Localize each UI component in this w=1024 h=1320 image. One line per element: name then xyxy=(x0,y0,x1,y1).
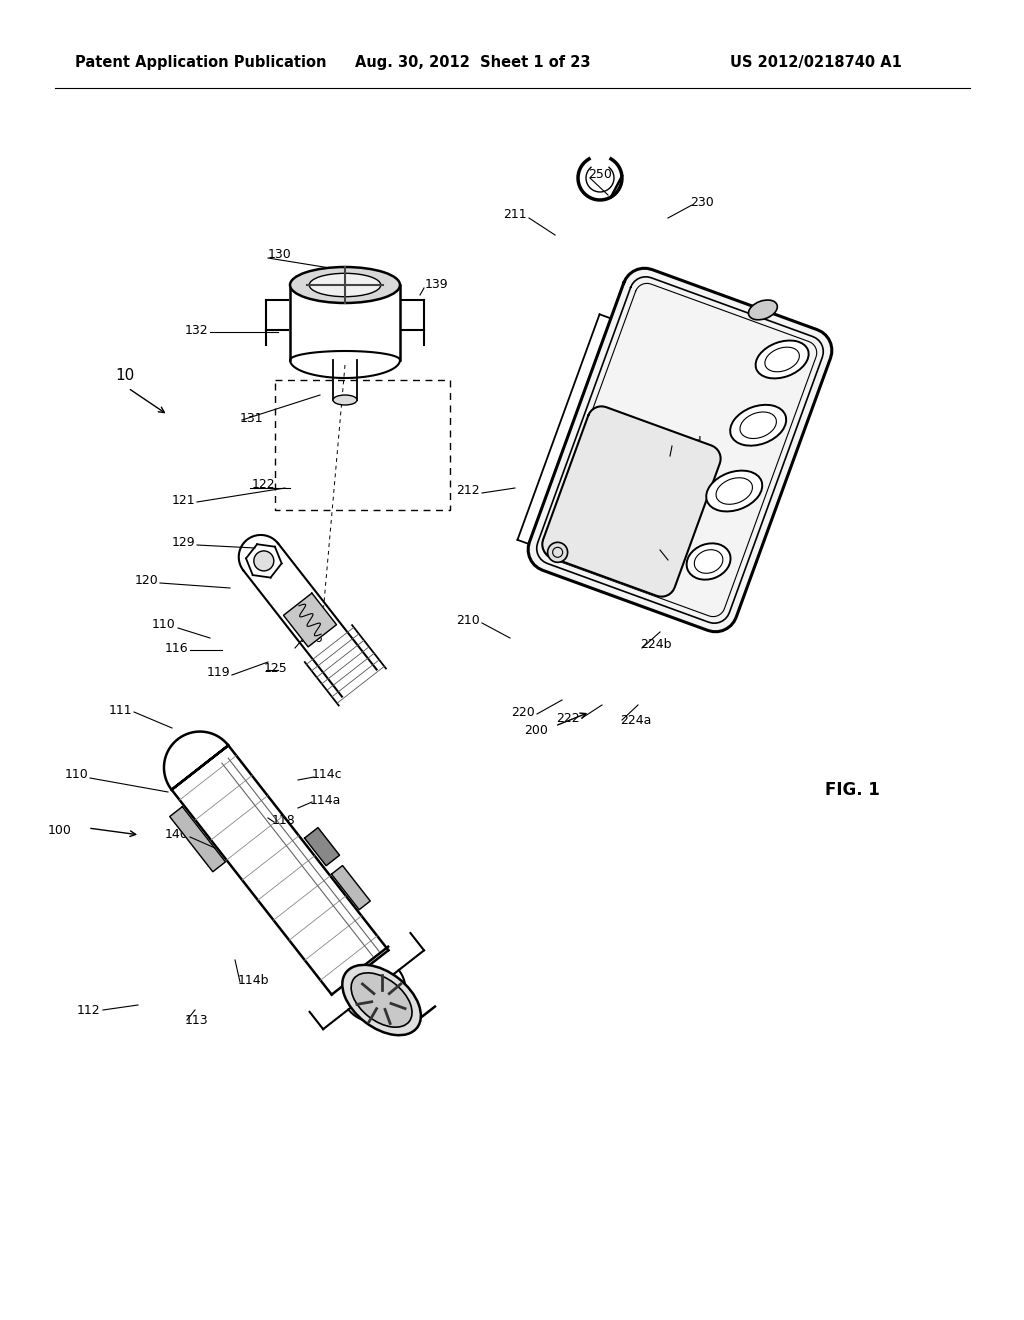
Text: US 2012/0218740 A1: US 2012/0218740 A1 xyxy=(730,54,902,70)
Text: Patent Application Publication: Patent Application Publication xyxy=(75,54,327,70)
Ellipse shape xyxy=(756,341,809,379)
Text: 130: 130 xyxy=(268,248,292,261)
Text: 224b: 224b xyxy=(640,639,672,652)
Text: 114a: 114a xyxy=(310,793,341,807)
Text: 118: 118 xyxy=(272,813,296,826)
Text: 114b: 114b xyxy=(238,974,269,986)
Text: 10: 10 xyxy=(115,367,134,383)
Ellipse shape xyxy=(707,471,762,511)
Text: 116: 116 xyxy=(165,642,188,655)
Text: 120: 120 xyxy=(134,573,158,586)
Text: 211: 211 xyxy=(504,209,527,222)
Ellipse shape xyxy=(309,273,381,297)
Text: 110: 110 xyxy=(152,619,175,631)
Text: 140: 140 xyxy=(164,829,188,842)
Ellipse shape xyxy=(687,544,730,579)
Polygon shape xyxy=(332,866,371,909)
Ellipse shape xyxy=(351,973,412,1027)
Polygon shape xyxy=(528,268,831,632)
Polygon shape xyxy=(543,407,721,597)
Text: 224d: 224d xyxy=(670,437,701,450)
Text: 132: 132 xyxy=(184,323,208,337)
Ellipse shape xyxy=(730,405,786,446)
Polygon shape xyxy=(284,593,337,647)
Circle shape xyxy=(548,543,567,562)
Text: 200: 200 xyxy=(524,723,548,737)
Circle shape xyxy=(254,550,273,570)
Ellipse shape xyxy=(333,395,357,405)
Text: 224a: 224a xyxy=(620,714,651,726)
Text: 119: 119 xyxy=(207,665,230,678)
Text: 139: 139 xyxy=(425,279,449,292)
Text: 250: 250 xyxy=(588,169,612,181)
Text: 222: 222 xyxy=(556,711,580,725)
Text: 131: 131 xyxy=(240,412,263,425)
Text: 125: 125 xyxy=(264,661,288,675)
Ellipse shape xyxy=(290,267,400,304)
Text: 111: 111 xyxy=(109,704,132,717)
Text: Aug. 30, 2012  Sheet 1 of 23: Aug. 30, 2012 Sheet 1 of 23 xyxy=(355,54,591,70)
Text: 112: 112 xyxy=(77,1003,100,1016)
Text: 100: 100 xyxy=(48,824,72,837)
Text: 122: 122 xyxy=(252,479,275,491)
Text: 129: 129 xyxy=(171,536,195,549)
Polygon shape xyxy=(304,828,340,866)
Text: FIG. 1: FIG. 1 xyxy=(825,781,880,799)
Text: 224c: 224c xyxy=(658,541,688,554)
Ellipse shape xyxy=(342,965,421,1035)
Polygon shape xyxy=(170,807,225,871)
Ellipse shape xyxy=(749,300,777,319)
Text: 230: 230 xyxy=(690,195,714,209)
Text: 113: 113 xyxy=(185,1014,209,1027)
Text: 121: 121 xyxy=(171,494,195,507)
Text: 220: 220 xyxy=(511,705,535,718)
Text: 212: 212 xyxy=(457,483,480,496)
Text: 210: 210 xyxy=(457,614,480,627)
Text: 110: 110 xyxy=(65,768,88,781)
Text: 126: 126 xyxy=(300,631,324,644)
Text: 114c: 114c xyxy=(312,768,343,781)
